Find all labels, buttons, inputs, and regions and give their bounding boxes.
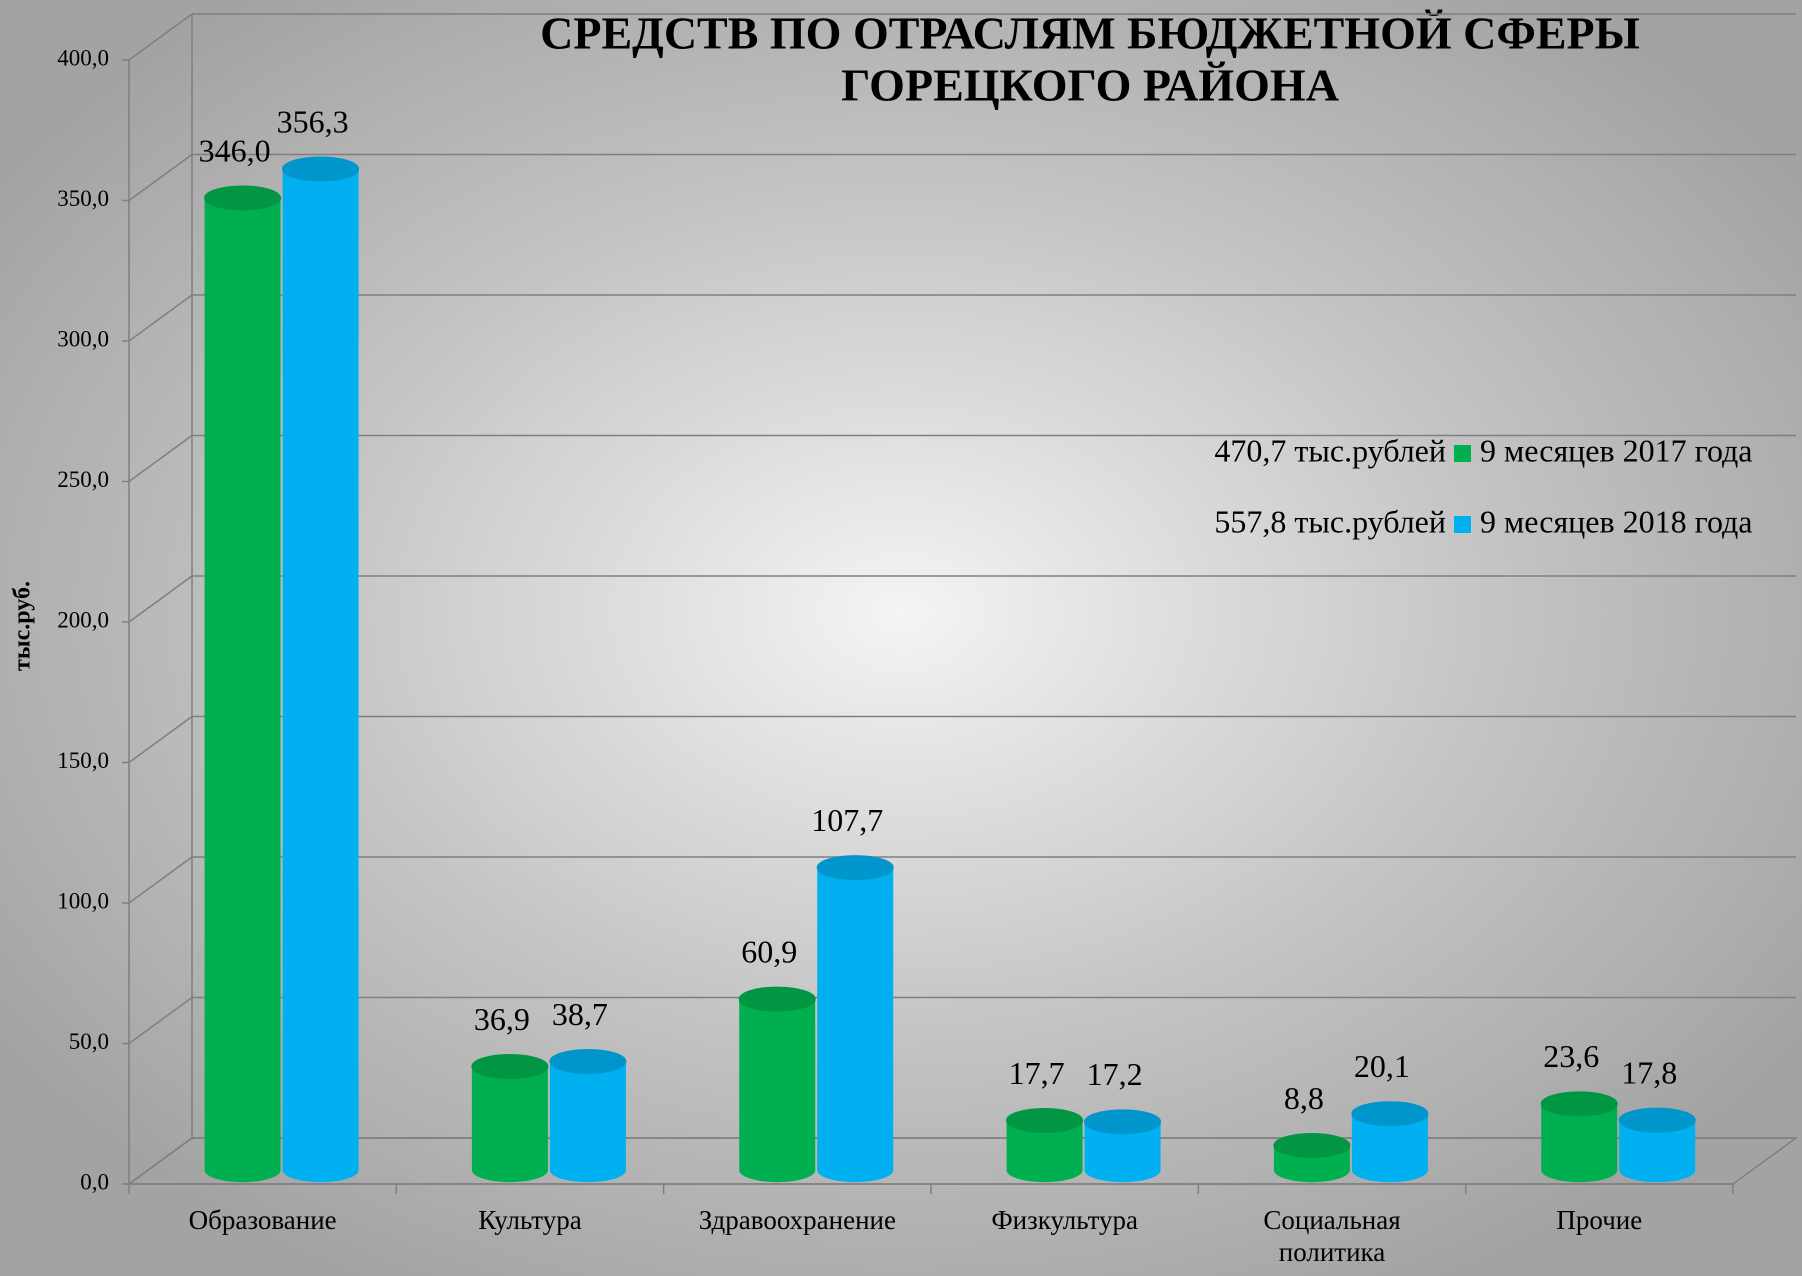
legend-swatch	[1454, 445, 1471, 462]
y-tick-label: 50,0	[69, 1029, 109, 1054]
grid-line	[128, 575, 193, 623]
bar-top	[738, 986, 816, 1012]
bar-top	[549, 1048, 627, 1074]
data-label: 17,2	[1087, 1056, 1143, 1092]
data-label: 36,9	[474, 1001, 530, 1037]
bar	[1006, 1120, 1083, 1183]
grid-line	[128, 13, 193, 61]
x-tick-label: Образование	[188, 1205, 337, 1235]
y-tick-label: 400,0	[57, 45, 109, 70]
legend-annotation: 557,8 тыс.рублей	[1214, 503, 1446, 539]
data-label: 107,7	[811, 802, 883, 838]
legend-label: 9 месяцев 2017 года	[1480, 432, 1753, 468]
bar-top	[204, 185, 282, 211]
data-label: 17,7	[1009, 1055, 1065, 1091]
data-label: 356,3	[277, 103, 349, 139]
bar	[817, 867, 894, 1183]
data-label: 20,1	[1354, 1048, 1410, 1084]
legend-annotation: 470,7 тыс.рублей	[1214, 432, 1446, 468]
bar-top	[1540, 1091, 1618, 1117]
y-tick-label: 200,0	[57, 607, 109, 632]
x-tick-label: Социальная политика	[1263, 1205, 1401, 1267]
y-tick-label: 0,0	[80, 1169, 109, 1194]
data-label: 346,0	[199, 132, 271, 168]
bar-top	[1006, 1107, 1084, 1133]
bar	[471, 1066, 548, 1183]
grid-line	[128, 1137, 193, 1185]
grid-line	[128, 294, 193, 342]
grid-line	[128, 856, 193, 904]
bar-top	[471, 1054, 549, 1080]
x-tick-label: Здравоохранение	[698, 1205, 896, 1235]
bar	[549, 1061, 626, 1183]
bar-top	[1618, 1107, 1696, 1133]
y-tick-label: 150,0	[57, 748, 109, 773]
data-label: 17,8	[1621, 1055, 1677, 1091]
x-tick-label: Физкультура	[991, 1205, 1138, 1235]
legend-swatch	[1454, 516, 1471, 533]
grid-line	[128, 153, 193, 202]
data-label: 60,9	[741, 933, 797, 969]
chart-title: ГОРЕЦКОГО РАЙОНА	[841, 60, 1339, 111]
bar	[282, 168, 359, 1183]
data-label: 8,8	[1284, 1080, 1324, 1116]
bar-top	[282, 156, 360, 182]
bar	[1541, 1103, 1618, 1183]
y-axis-label: тыс.руб.	[10, 581, 36, 671]
y-tick-label: 100,0	[57, 888, 109, 913]
y-tick-label: 300,0	[57, 326, 109, 351]
bar-top	[1273, 1132, 1351, 1158]
bar	[739, 999, 816, 1183]
x-tick-label: Прочие	[1556, 1205, 1643, 1235]
data-label: 38,7	[552, 996, 608, 1032]
legend-label: 9 месяцев 2018 года	[1480, 503, 1753, 539]
y-tick-label: 250,0	[57, 467, 109, 492]
bar	[1351, 1113, 1428, 1183]
data-label: 23,6	[1543, 1038, 1599, 1074]
bar-top	[1351, 1101, 1429, 1127]
bar-top	[1084, 1109, 1162, 1135]
x-tick-label: Культура	[478, 1205, 582, 1235]
chart-title: СРЕДСТВ ПО ОТРАСЛЯМ БЮДЖЕТНОЙ СФЕРЫ	[540, 8, 1640, 59]
grid-line	[128, 996, 193, 1045]
bar	[204, 197, 281, 1183]
grid-line	[128, 434, 193, 483]
bar	[1084, 1121, 1161, 1183]
y-tick-label: 350,0	[57, 186, 109, 211]
bar-top	[816, 855, 894, 881]
grid-line	[128, 715, 193, 764]
bar	[1619, 1120, 1696, 1183]
